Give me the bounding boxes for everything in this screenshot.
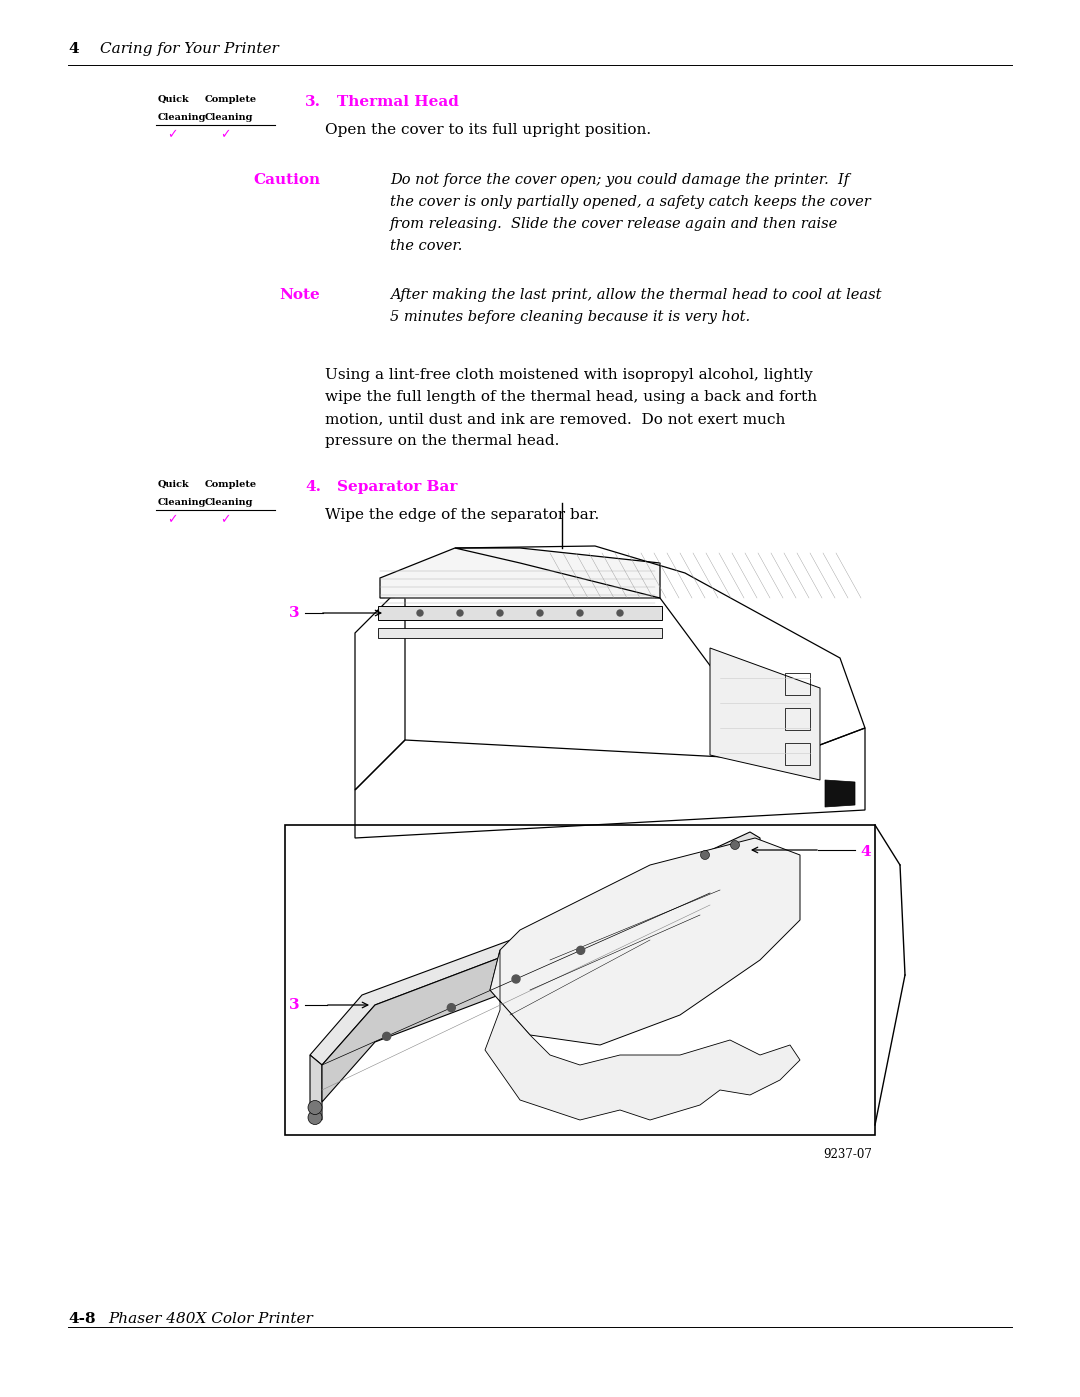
Text: Complete: Complete — [205, 481, 257, 489]
Text: 9237-07: 9237-07 — [823, 1148, 872, 1161]
Text: Cleaning: Cleaning — [158, 497, 206, 507]
Text: Cleaning: Cleaning — [205, 497, 254, 507]
Text: 3: 3 — [289, 997, 300, 1011]
Text: Wipe the edge of the separator bar.: Wipe the edge of the separator bar. — [325, 509, 599, 522]
Text: After making the last print, allow the thermal head to cool at least: After making the last print, allow the t… — [390, 288, 881, 302]
Circle shape — [701, 851, 710, 859]
Text: Quick: Quick — [158, 481, 190, 489]
Circle shape — [537, 610, 543, 616]
Text: Complete: Complete — [205, 95, 257, 103]
Text: Open the cover to its full upright position.: Open the cover to its full upright posit… — [325, 123, 651, 137]
Polygon shape — [710, 648, 820, 780]
Text: 3.: 3. — [305, 95, 321, 109]
Text: 3: 3 — [289, 606, 300, 620]
Text: wipe the full length of the thermal head, using a back and forth: wipe the full length of the thermal head… — [325, 390, 818, 404]
Circle shape — [577, 610, 583, 616]
Polygon shape — [310, 870, 710, 1065]
Polygon shape — [378, 606, 662, 620]
Polygon shape — [685, 833, 760, 900]
Text: from releasing.  Slide the cover release again and then raise: from releasing. Slide the cover release … — [390, 217, 838, 231]
Circle shape — [457, 610, 463, 616]
Text: 4-8: 4-8 — [68, 1312, 96, 1326]
Polygon shape — [485, 950, 800, 1120]
Text: Caring for Your Printer: Caring for Your Printer — [100, 42, 279, 56]
Bar — [285, 826, 875, 1134]
Text: Phaser 480X Color Printer: Phaser 480X Color Printer — [108, 1312, 313, 1326]
Text: Using a lint-free cloth moistened with isopropyl alcohol, lightly: Using a lint-free cloth moistened with i… — [325, 367, 813, 381]
Text: Caution: Caution — [253, 173, 320, 187]
Text: 4.: 4. — [305, 481, 321, 495]
Text: ✓: ✓ — [219, 513, 230, 527]
Circle shape — [497, 610, 503, 616]
Circle shape — [308, 1111, 322, 1125]
Circle shape — [577, 946, 584, 954]
Text: Cleaning: Cleaning — [158, 113, 206, 122]
Text: ✓: ✓ — [219, 129, 230, 141]
Polygon shape — [825, 780, 855, 807]
Polygon shape — [322, 877, 710, 1102]
Text: Thermal Head: Thermal Head — [337, 95, 459, 109]
Text: Note: Note — [280, 288, 320, 302]
Text: the cover.: the cover. — [390, 239, 462, 253]
Text: 4: 4 — [68, 42, 79, 56]
Polygon shape — [380, 548, 660, 598]
Polygon shape — [378, 629, 662, 638]
Text: Quick: Quick — [158, 95, 190, 103]
Text: 5 minutes before cleaning because it is very hot.: 5 minutes before cleaning because it is … — [390, 310, 751, 324]
Circle shape — [512, 975, 519, 983]
Circle shape — [447, 1003, 456, 1011]
Text: the cover is only partially opened, a safety catch keeps the cover: the cover is only partially opened, a sa… — [390, 196, 870, 210]
Text: motion, until dust and ink are removed.  Do not exert much: motion, until dust and ink are removed. … — [325, 412, 785, 426]
Circle shape — [617, 610, 623, 616]
Text: ✓: ✓ — [166, 129, 177, 141]
Text: Separator Bar: Separator Bar — [337, 481, 457, 495]
Text: 4: 4 — [860, 845, 870, 859]
Circle shape — [730, 841, 740, 849]
Polygon shape — [310, 1055, 322, 1120]
Circle shape — [417, 610, 423, 616]
Circle shape — [308, 1101, 322, 1115]
Text: ✓: ✓ — [166, 513, 177, 527]
Text: Cleaning: Cleaning — [205, 113, 254, 122]
Text: Do not force the cover open; you could damage the printer.  If: Do not force the cover open; you could d… — [390, 173, 849, 187]
Polygon shape — [490, 838, 800, 1045]
Circle shape — [382, 1032, 391, 1041]
Text: pressure on the thermal head.: pressure on the thermal head. — [325, 434, 559, 448]
